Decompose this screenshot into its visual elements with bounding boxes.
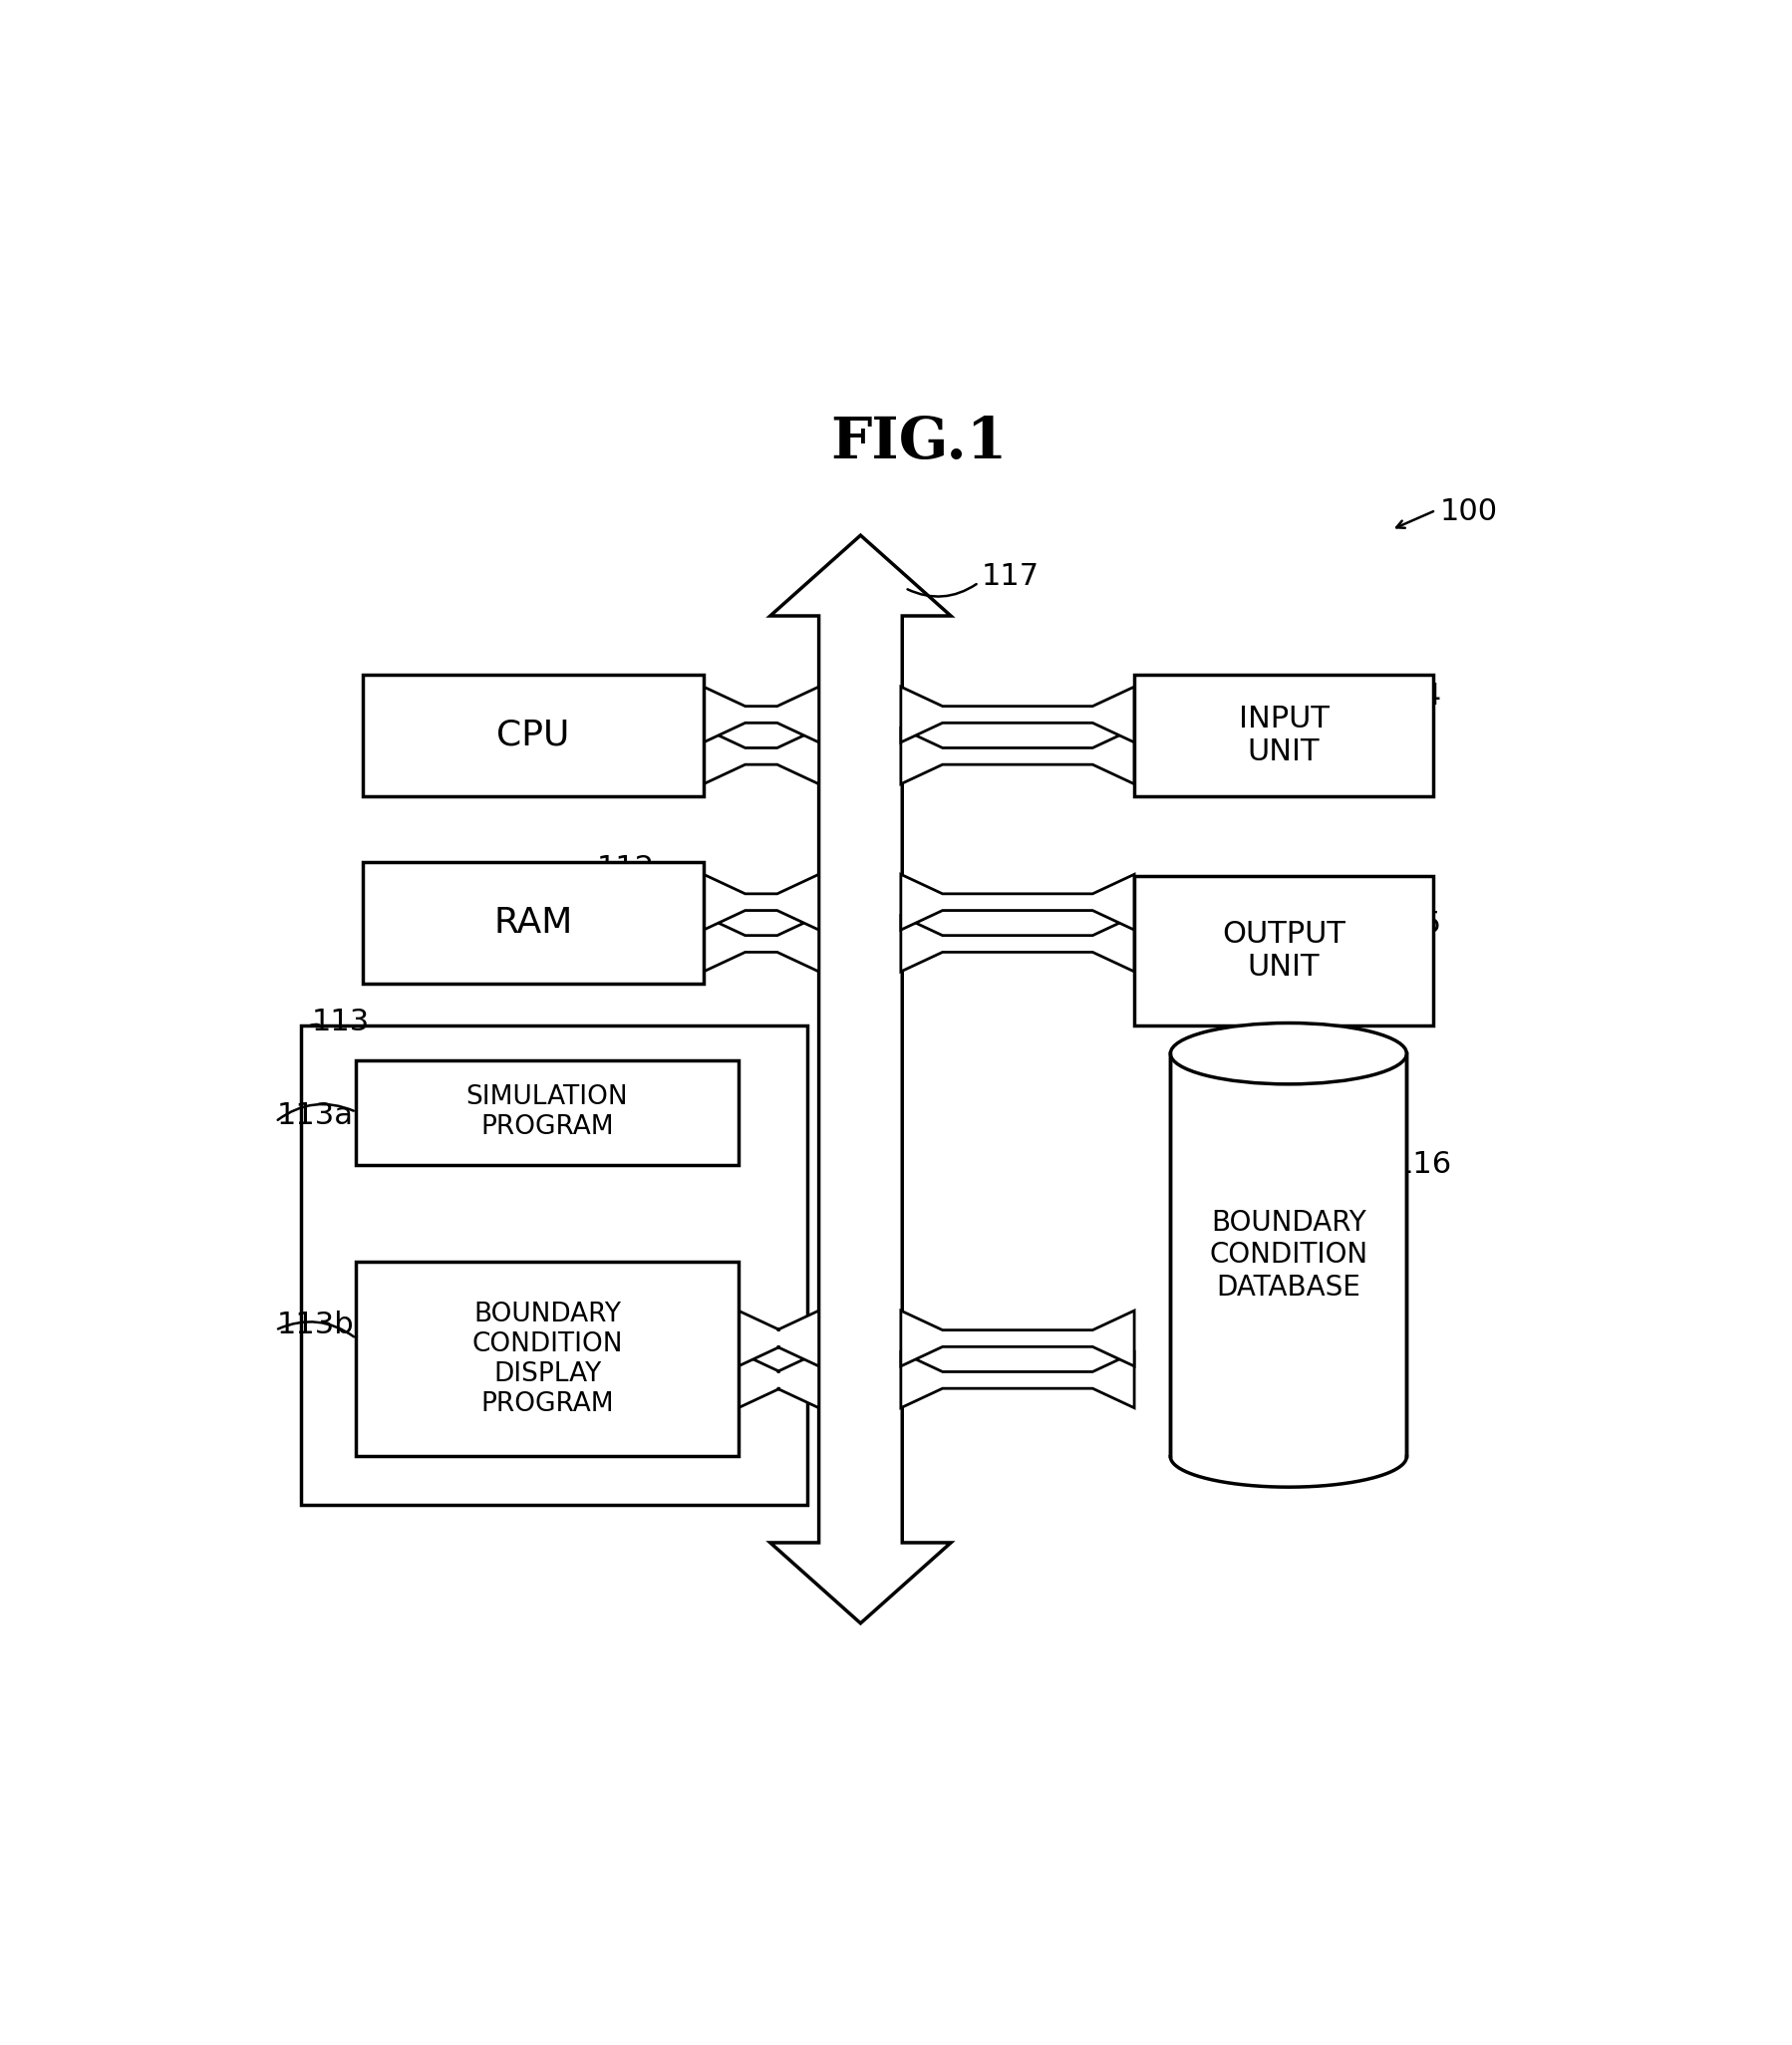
Text: CPU: CPU xyxy=(496,718,570,753)
Text: 112: 112 xyxy=(597,855,654,883)
Text: FIG.1: FIG.1 xyxy=(830,415,1007,470)
Text: 114: 114 xyxy=(1383,683,1441,712)
Text: 117: 117 xyxy=(980,562,1039,591)
Bar xyxy=(362,861,702,984)
Text: RAM: RAM xyxy=(493,906,572,941)
Bar xyxy=(1170,1053,1407,1456)
Text: 100: 100 xyxy=(1439,497,1496,526)
Text: 113b: 113b xyxy=(276,1311,355,1339)
Polygon shape xyxy=(900,916,1134,971)
Text: INPUT
UNIT: INPUT UNIT xyxy=(1238,703,1328,767)
Text: BOUNDARY
CONDITION
DISPLAY
PROGRAM: BOUNDARY CONDITION DISPLAY PROGRAM xyxy=(471,1301,622,1417)
Bar xyxy=(301,1027,806,1505)
Polygon shape xyxy=(738,1352,819,1407)
Polygon shape xyxy=(702,687,819,742)
Polygon shape xyxy=(900,728,1134,783)
Text: SIMULATION
PROGRAM: SIMULATION PROGRAM xyxy=(466,1084,627,1141)
Text: BOUNDARY
CONDITION
DATABASE: BOUNDARY CONDITION DATABASE xyxy=(1208,1209,1367,1301)
Text: 116: 116 xyxy=(1394,1149,1452,1180)
Polygon shape xyxy=(900,687,1134,742)
Text: 113: 113 xyxy=(312,1006,369,1037)
Polygon shape xyxy=(900,875,1134,930)
Polygon shape xyxy=(738,1311,819,1366)
Bar xyxy=(362,675,702,796)
Bar xyxy=(1134,675,1432,796)
Text: OUTPUT
UNIT: OUTPUT UNIT xyxy=(1222,920,1344,982)
Bar xyxy=(357,1262,738,1456)
Polygon shape xyxy=(900,1352,1134,1407)
Polygon shape xyxy=(900,1311,1134,1366)
Polygon shape xyxy=(771,536,950,1624)
Polygon shape xyxy=(702,916,819,971)
Polygon shape xyxy=(702,728,819,783)
Bar xyxy=(1134,875,1432,1027)
Bar xyxy=(357,1061,738,1166)
Ellipse shape xyxy=(1170,1022,1407,1084)
Text: 113a: 113a xyxy=(276,1102,353,1131)
Polygon shape xyxy=(702,875,819,930)
Text: 115: 115 xyxy=(1383,910,1441,939)
Text: 111: 111 xyxy=(591,683,650,712)
